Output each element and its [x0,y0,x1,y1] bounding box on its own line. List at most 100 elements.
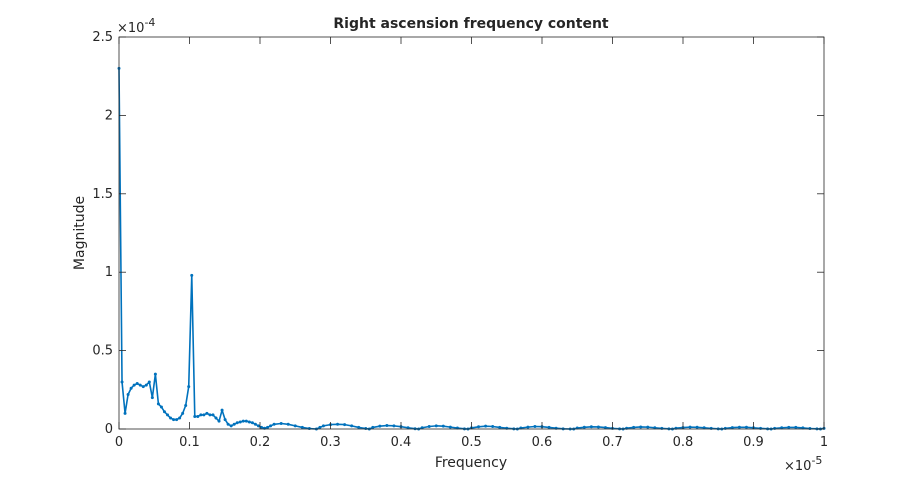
data-point [434,424,438,428]
x-tick-label: 0.5 [461,435,482,450]
data-point [172,418,176,422]
data-point [214,416,218,420]
data-point [350,424,354,428]
data-point [787,425,791,429]
data-point [808,427,812,431]
data-point [187,385,191,389]
x-tick-label: 0.2 [250,435,271,450]
data-point [208,413,212,417]
data-point [147,380,151,384]
data-point [250,421,254,425]
data-point [202,413,206,417]
data-point [730,426,734,430]
data-point [392,424,396,428]
x-exponent-base: ×10 [784,459,811,474]
data-point [695,425,699,429]
data-point [181,411,185,415]
data-point [238,420,242,424]
y-exponent-power: -4 [144,16,155,29]
data-point [632,425,636,429]
data-point [138,383,142,387]
data-point [491,424,495,428]
data-point [132,383,136,387]
data-point [318,425,322,429]
data-point [582,425,586,429]
data-point [193,414,197,418]
data-point [688,425,692,429]
y-tick-label: 1.5 [92,187,113,202]
data-point [773,426,777,430]
data-point [162,410,166,414]
y-tick-label: 2.5 [92,30,113,45]
chart-title: Right ascension frequency content [333,16,609,32]
y-tick-label: 2 [105,108,113,123]
data-point [526,425,530,429]
data-point [196,414,200,418]
data-point [156,402,160,406]
y-exponent-label: ×10-4 [117,16,155,36]
x-tick-label: 0.3 [320,435,341,450]
y-tick-label: 0 [105,422,113,437]
data-point [259,425,263,429]
data-point [759,426,763,430]
data-point [780,426,784,430]
data-point [141,385,145,389]
data-point [293,424,297,428]
data-point [702,426,706,430]
x-tick-label: 0 [115,435,123,450]
data-point [253,422,257,426]
data-point [123,411,127,415]
y-exponent-base: ×10 [117,21,144,36]
data-point [126,393,130,396]
data-point [272,422,276,426]
data-point [211,413,215,417]
data-point [184,403,188,407]
data-point [603,426,607,430]
data-point [166,413,169,417]
data-point [307,427,311,431]
x-tick-label: 0.6 [532,435,553,450]
data-point [639,425,643,429]
x-tick-label: 0.8 [673,435,694,450]
x-tick-label: 0.9 [743,435,764,450]
y-ticks: 0 0.5 1 1.5 2 2.5 [92,30,824,437]
data-point [448,425,452,429]
data-point [364,427,368,431]
data-point [153,372,157,376]
data-point [420,426,424,430]
data-point [547,425,551,429]
data-point [232,422,236,426]
data-point [596,425,600,429]
x-tick-label: 1 [820,435,828,450]
x-exponent-label: ×10-5 [784,454,822,474]
data-point [484,424,488,428]
data-point [229,424,233,428]
data-point [441,424,445,428]
y-tick-label: 0.5 [92,344,113,359]
x-axis-label: Frequency [435,455,507,471]
data-point [321,424,325,428]
data-point [794,425,798,429]
data-point [343,423,347,427]
data-point [120,380,124,384]
plot-area [119,37,824,429]
data-point [175,418,179,422]
x-tick-label: 0.7 [602,435,623,450]
data-point [336,422,340,426]
data-point [533,424,537,428]
data-point [226,422,230,426]
data-point [300,425,304,429]
data-point [269,424,273,428]
data-point [223,418,227,422]
data-point [266,425,270,429]
x-tick-label: 0.1 [179,435,200,450]
data-point [144,383,148,387]
data-point [653,426,657,430]
data-point [723,426,727,430]
data-point [129,386,133,390]
data-point [406,426,410,430]
data-point [286,422,290,426]
data-point [378,424,382,428]
data-point [135,382,139,386]
y-tick-label: 1 [105,265,113,280]
